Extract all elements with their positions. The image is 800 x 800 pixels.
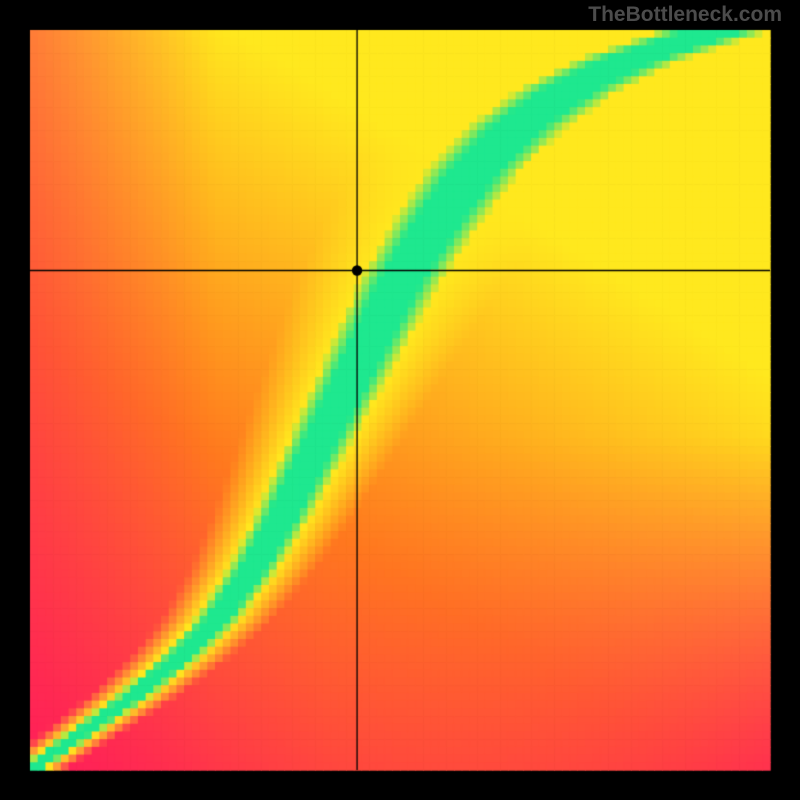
watermark-text: TheBottleneck.com — [588, 3, 782, 27]
chart-container: TheBottleneck.com — [0, 0, 800, 800]
heatmap-canvas — [0, 0, 800, 800]
